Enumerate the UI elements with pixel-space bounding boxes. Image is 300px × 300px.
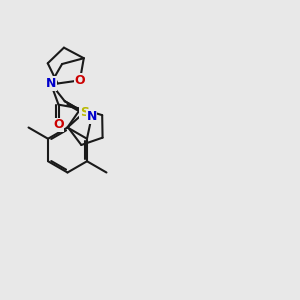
Text: O: O <box>75 74 85 87</box>
Text: N: N <box>86 110 97 123</box>
Text: N: N <box>46 77 56 90</box>
Text: O: O <box>53 118 64 131</box>
Text: S: S <box>80 106 89 119</box>
